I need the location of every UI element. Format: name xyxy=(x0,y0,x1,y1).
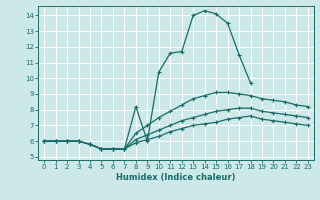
X-axis label: Humidex (Indice chaleur): Humidex (Indice chaleur) xyxy=(116,173,236,182)
